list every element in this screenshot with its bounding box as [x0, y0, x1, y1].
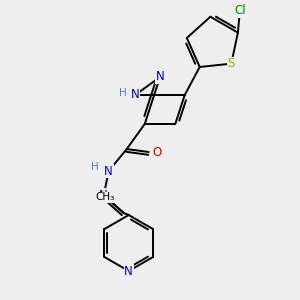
Text: S: S	[228, 57, 235, 70]
Text: H: H	[91, 162, 99, 172]
Text: H: H	[119, 88, 127, 98]
Text: N: N	[131, 88, 140, 101]
Text: N: N	[124, 265, 133, 278]
Text: N: N	[104, 164, 113, 178]
Text: CH₃: CH₃	[95, 192, 114, 202]
Text: N: N	[156, 70, 164, 83]
Text: N: N	[99, 188, 108, 202]
Text: Cl: Cl	[234, 4, 246, 17]
Text: O: O	[152, 146, 161, 158]
